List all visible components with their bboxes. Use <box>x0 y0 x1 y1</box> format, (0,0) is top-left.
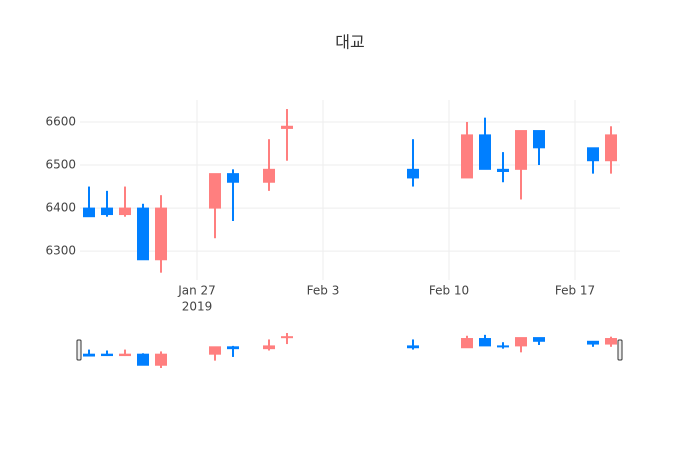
x-tick-year: 2019 <box>182 300 213 314</box>
slider-candle-body <box>497 345 509 348</box>
chart-title: 대교 <box>335 33 364 52</box>
slider-candle-body <box>407 345 419 349</box>
candle-body <box>263 168 275 183</box>
candle-body <box>479 134 491 170</box>
slider-candle-body <box>281 336 293 339</box>
slider-candle-body <box>119 353 131 357</box>
candle-body <box>281 125 293 129</box>
candle-body <box>587 147 599 162</box>
slider-candle-body <box>137 353 149 366</box>
slider-candle-body <box>461 338 473 349</box>
candle-body <box>497 168 509 172</box>
slider-candle-body <box>587 340 599 345</box>
y-tick-label: 6400 <box>45 201 76 215</box>
candle-body <box>101 207 113 216</box>
candle-body <box>227 173 239 183</box>
range-slider-handle[interactable] <box>617 339 623 361</box>
candle-body <box>461 134 473 179</box>
slider-candle-body <box>101 353 113 357</box>
candle-body <box>605 134 617 162</box>
y-tick-label: 6500 <box>45 158 76 172</box>
slider-candle-body <box>533 337 545 342</box>
slider-candle-body <box>227 346 239 350</box>
slider-candle-body <box>479 338 491 347</box>
candle-body <box>515 130 527 170</box>
y-tick-label: 6600 <box>45 114 76 128</box>
x-tick-label: Feb 17 <box>555 284 595 298</box>
slider-candle-body <box>209 346 221 355</box>
range-slider-handle[interactable] <box>76 339 82 361</box>
slider-candle-body <box>515 337 527 347</box>
x-tick-label: Feb 10 <box>429 284 469 298</box>
y-tick-label: 6300 <box>45 244 76 258</box>
slider-candle-body <box>263 345 275 350</box>
candle-body <box>137 207 149 261</box>
slider-candle-body <box>83 353 95 357</box>
candle-body <box>209 173 221 209</box>
candle-body <box>155 207 167 261</box>
slider-candle-body <box>155 353 167 366</box>
candle-body <box>119 207 131 216</box>
candle-body <box>407 168 419 179</box>
x-tick-label: Jan 27 <box>177 284 216 298</box>
slider-candle-body <box>605 338 617 345</box>
candle-body <box>83 207 95 218</box>
x-tick-label: Feb 3 <box>307 284 340 298</box>
candle-body <box>533 130 545 149</box>
